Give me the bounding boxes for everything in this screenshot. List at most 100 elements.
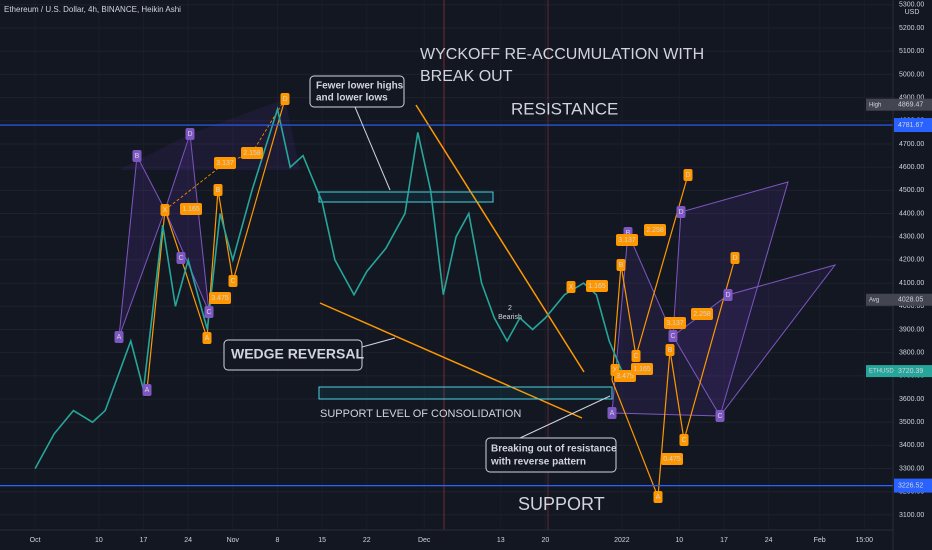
pattern-label: 1.165 — [633, 366, 651, 373]
price-tag-name-box — [866, 98, 894, 111]
callout-text: with reverse pattern — [490, 457, 586, 468]
pattern-label-box — [586, 280, 608, 292]
pattern-shape — [164, 133, 210, 313]
x-tick-label: Oct — [30, 537, 41, 544]
x-tick-label: 10 — [675, 537, 683, 544]
pattern-label: A — [205, 335, 210, 342]
pattern-label: C — [681, 437, 686, 444]
pattern-label-box — [607, 407, 617, 419]
x-tick-label: 15 — [318, 537, 326, 544]
x-tick-label: Feb — [814, 537, 826, 544]
support-level-label: SUPPORT LEVEL OF CONSOLIDATION — [320, 408, 521, 420]
y-tick-label: 4300.00 — [899, 234, 924, 241]
pattern-label: A — [656, 494, 661, 501]
currency-label: USD — [905, 9, 920, 16]
price-tag-box — [894, 365, 932, 378]
callout-text: and lower lows — [316, 93, 388, 104]
pattern-label-box — [280, 93, 290, 105]
y-tick-label: 4600.00 — [899, 164, 924, 171]
price-tag-name-box — [866, 365, 894, 378]
x-tick-label: 17 — [140, 537, 148, 544]
pattern-label-box — [616, 259, 626, 271]
pattern-label: 3.137 — [216, 160, 234, 167]
y-tick-label: 3400.00 — [899, 442, 924, 449]
price-tag-box — [894, 293, 932, 306]
pattern-label-box — [185, 128, 195, 140]
y-tick-label: 5100.00 — [899, 48, 924, 55]
pattern-label: D — [732, 255, 737, 262]
pattern-label-box — [132, 150, 142, 162]
y-tick-label: 4400.00 — [899, 210, 924, 217]
pattern-label-box — [653, 491, 663, 503]
signal-label: 2 — [508, 305, 512, 312]
pattern-shape — [118, 154, 166, 338]
pattern-label-box — [661, 453, 683, 465]
y-tick-label: 5300.00 — [899, 2, 924, 9]
pattern-label-box — [723, 289, 733, 301]
pattern-label-box — [213, 184, 223, 196]
callout-pointer — [519, 395, 611, 439]
pattern-label: A — [610, 410, 615, 417]
pattern-label-box — [142, 384, 152, 396]
price-line — [34, 106, 623, 469]
pattern-label-box — [665, 344, 675, 356]
consolidation-box — [318, 191, 494, 203]
pattern-label: A — [145, 387, 150, 394]
pattern-label: A — [117, 334, 122, 341]
pattern-label: X — [163, 207, 168, 214]
y-tick-label: 3100.00 — [899, 512, 924, 519]
x-tick-label: 17 — [720, 537, 728, 544]
pattern-label-box — [668, 330, 678, 342]
x-tick-label: 10 — [95, 537, 103, 544]
y-tick-label: 4900.00 — [899, 94, 924, 101]
pattern-label-box — [631, 350, 641, 362]
chart-title: BREAK OUT — [420, 68, 513, 85]
pattern-label: B — [216, 187, 221, 194]
price-tag-name: Avg — [869, 297, 879, 303]
x-tick-label: 24 — [184, 537, 192, 544]
price-axis — [893, 0, 932, 550]
callout-box — [485, 437, 617, 473]
y-tick-label: 5200.00 — [899, 25, 924, 32]
axis-layer: 3100.003200.003300.003400.003500.003600.… — [30, 2, 932, 544]
support-label: SUPPORT — [518, 494, 605, 514]
pattern-label-box — [176, 252, 186, 264]
y-tick-label: 3500.00 — [899, 419, 924, 426]
y-tick-label: 4100.00 — [899, 280, 924, 287]
resistance-label: RESISTANCE — [511, 99, 618, 118]
callout-pointer — [354, 106, 391, 191]
pattern-line — [164, 98, 286, 211]
pattern-label: 3.475 — [616, 373, 634, 380]
callout-text: Breaking out of resistance — [491, 444, 617, 455]
pattern-label-box — [566, 281, 576, 293]
pattern-label: 2.258 — [693, 311, 711, 318]
y-tick-label: 3900.00 — [899, 326, 924, 333]
x-tick-label: 13 — [497, 537, 505, 544]
y-tick-label: 3800.00 — [899, 349, 924, 356]
y-tick-label: 4700.00 — [899, 141, 924, 148]
consolidation-box — [318, 386, 613, 400]
pattern-label-box — [730, 252, 740, 264]
level-tag — [894, 118, 932, 133]
pattern-label: B — [619, 262, 624, 269]
pattern-label-box — [204, 306, 214, 318]
price-tag-name: ETHUSD — [869, 369, 894, 375]
price-tag-name: High — [869, 102, 881, 108]
x-tick-label: Dec — [418, 537, 431, 544]
x-tick-label: 8 — [276, 537, 280, 544]
pattern-label: D — [282, 96, 287, 103]
pattern-label: 1.165 — [182, 206, 200, 213]
y-tick-label: 4000.00 — [899, 303, 924, 310]
price-tag-name-box — [866, 293, 894, 306]
x-tick-label: 15:00 — [856, 537, 874, 544]
price-tag-box — [894, 98, 932, 111]
pattern-label: X — [569, 284, 574, 291]
pattern-label-box — [114, 331, 124, 343]
pattern-label-box — [614, 370, 636, 382]
pattern-label-box — [715, 410, 725, 422]
pattern-label: C — [633, 353, 638, 360]
pattern-label: C — [670, 333, 675, 340]
symbol-header: Ethereum / U.S. Dollar, 4h, BINANCE, Hei… — [4, 5, 181, 14]
pattern-label-box — [679, 434, 689, 446]
